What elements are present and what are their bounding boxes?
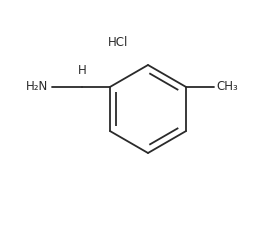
Text: H: H <box>77 64 86 77</box>
Text: H₂N: H₂N <box>26 81 48 94</box>
Text: HCl: HCl <box>108 35 128 49</box>
Text: CH₃: CH₃ <box>215 81 237 94</box>
